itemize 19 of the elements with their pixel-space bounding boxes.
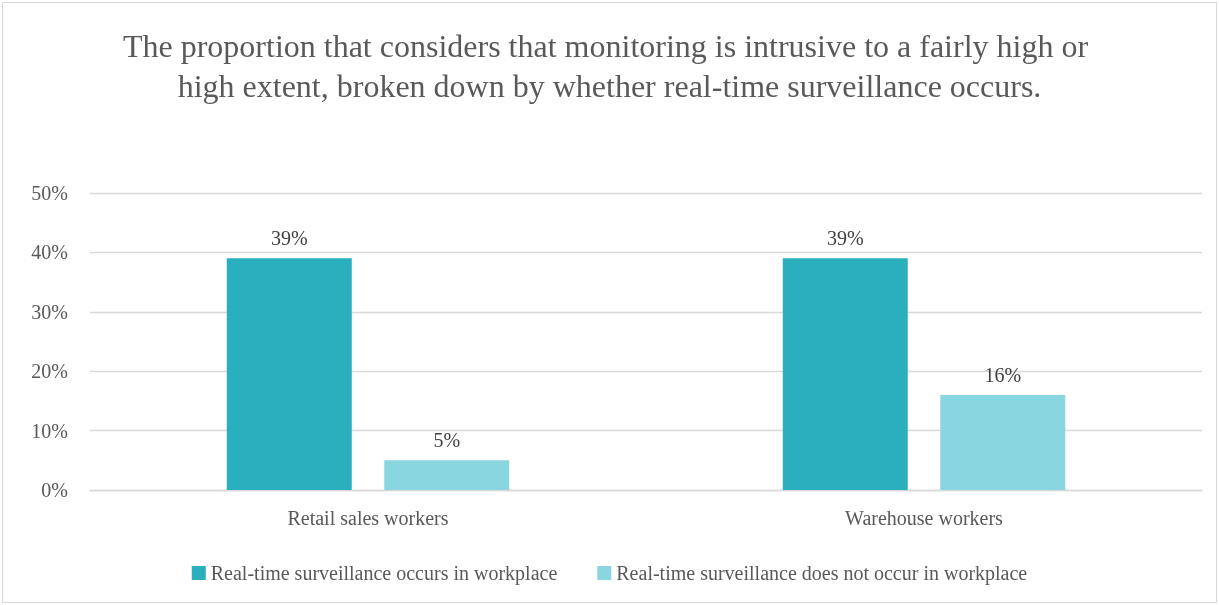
y-tick-label: 40% [31,241,68,264]
legend-label: Real-time surveillance occurs in workplace [210,562,558,585]
data-label: 39% [826,227,864,250]
y-tick-label: 50% [31,182,68,204]
x-tick-label: Warehouse workers [845,507,1004,529]
y-tick-label: 20% [31,360,68,383]
data-label: 39% [270,227,308,250]
y-tick-label: 10% [31,419,68,442]
chart-title: The proportion that considers that monitoring is intrusive to a fairly high or high extent, broken down by whether real-time surveillance occurs. [122,28,1097,104]
bar [384,460,510,490]
y-tick-label: 30% [31,300,68,323]
bar [940,394,1066,490]
legend-label: Real-time surveillance does not occur in workplace [616,562,1028,585]
y-tick-label: 0% [41,479,68,501]
data-label: 16% [984,363,1022,386]
bar [226,258,352,490]
data-label: 5% [433,429,461,452]
x-tick-label: Retail sales workers [287,507,449,529]
bar [782,258,908,490]
